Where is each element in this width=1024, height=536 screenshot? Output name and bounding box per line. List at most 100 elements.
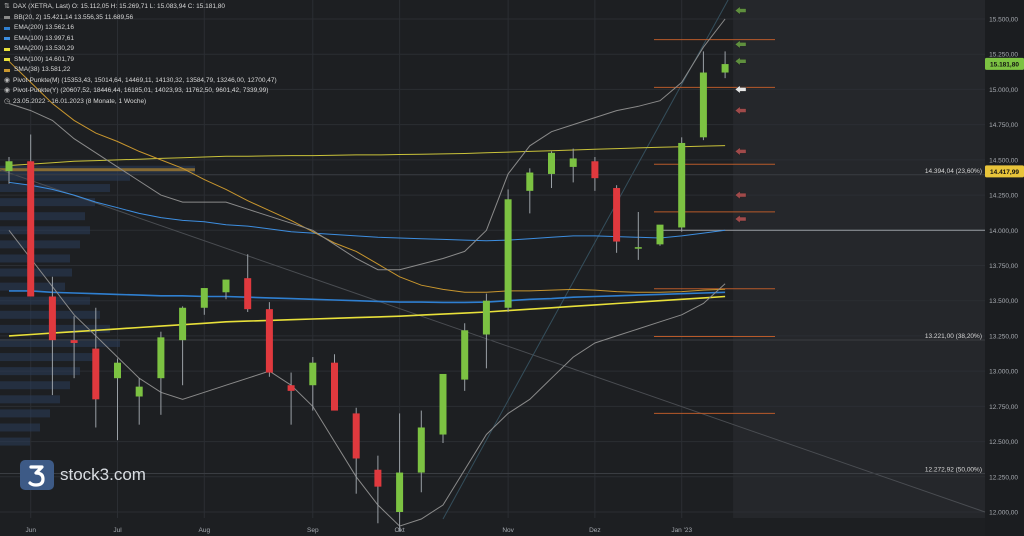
legend-ema100: EMA(100) 13.997,61 [4,34,281,45]
candle-body[interactable] [287,385,295,391]
candle-body[interactable] [634,247,642,249]
legend-pivot-m-label: Pivot-Punkte(M) (15353,43, 15014,64, 144… [13,76,277,84]
candle-body[interactable] [613,188,621,242]
x-tick-label: Dez [589,527,601,534]
volume-profile-bar [0,437,30,446]
legend-sma100-label: SMA(100) 14.601,79 [14,55,74,63]
x-tick-label: Jan '23 [671,527,692,534]
series-ema-100 [8,181,726,242]
signal-arrow-icon [734,146,747,156]
candle-body[interactable] [548,152,555,174]
candle-body[interactable] [504,199,512,308]
candle-body[interactable] [678,142,686,228]
candle-body[interactable] [591,161,599,179]
volume-profile-bar [0,367,80,376]
candle-body[interactable] [417,427,425,473]
candle-body[interactable] [656,224,664,245]
ema100-swatch [4,37,10,41]
candle-body[interactable] [265,309,273,373]
price-axis-background [985,0,1024,536]
candle-body[interactable] [526,172,534,191]
sma38-swatch [4,68,10,72]
y-tick-label: 14.500,00 [989,157,1018,164]
fib-level-label: 13.221,00 (38,20%) [925,333,982,340]
clock-icon: ◷ [4,97,11,105]
volume-profile-bar [0,409,50,418]
legend-pivot-m: ◉ Pivot-Punkte(M) (15353,43, 15014,64, 14… [4,76,281,87]
legend-sma38-label: SMA(38) 13.581,22 [14,66,71,73]
candle-body[interactable] [135,386,143,397]
legend-ema200: EMA(200) 13.562,16 [4,23,281,34]
y-tick-label: 12.500,00 [989,439,1018,446]
fib-level-label: 14.394,04 (23,60%) [925,168,982,175]
volume-profile-bar [0,395,60,404]
y-tick-label: 12.750,00 [989,404,1018,411]
legend-range-label: 23.05.2022 - 16.01.2023 (8 Monate, 1 Woc… [13,97,147,105]
y-tick-label: 12.000,00 [989,510,1018,517]
candle-body[interactable] [374,469,382,487]
legend-sma100: SMA(100) 14.601,79 [4,55,281,66]
series-sma-38 [8,60,726,293]
candle-body[interactable] [721,64,729,73]
volume-profile-bar [0,198,95,207]
candle-body[interactable] [200,288,208,308]
candle-body[interactable] [70,340,78,343]
signal-arrow-icon [734,106,747,116]
volume-profile-bar [0,268,72,277]
y-tick-label: 12.250,00 [989,474,1018,481]
ema200-swatch [4,26,10,30]
candle-body[interactable] [5,161,13,172]
candle-body[interactable] [92,348,100,400]
pivot-icon: ◉ [4,87,11,94]
candle-body[interactable] [27,161,35,297]
legend-bb: BB(20, 2) 15.421,14 13.556,35 11.689,56 [4,13,281,24]
candle-body[interactable] [331,362,338,411]
candle-body[interactable] [179,307,187,341]
candle-body[interactable] [48,296,56,341]
candle-body[interactable] [699,72,707,138]
volume-profile-bar [0,296,90,305]
x-tick-label: Aug [199,527,211,534]
x-tick-label: Nov [502,527,514,534]
volume-poc-bar [0,168,195,172]
candle-body[interactable] [114,362,121,379]
signal-arrow-icon [734,190,747,200]
current-price-label: 15.181,80 [990,61,1019,68]
volume-profile-bar [0,172,130,181]
y-tick-label: 14.000,00 [989,228,1018,235]
volume-profile-bar [0,226,90,235]
legend-main: ⇅ DAX (XETRA, Last) O: 15.112,05 H: 15.26… [4,2,281,13]
candle-body[interactable] [439,373,447,435]
candle-body[interactable] [309,362,317,386]
bb-swatch [4,16,10,20]
candle-body[interactable] [157,337,165,379]
sma100-price-label: 14.417,99 [990,169,1019,176]
legend-bb-label: BB(20, 2) 15.421,14 13.556,35 11.689,56 [14,13,134,21]
legend-main-label: DAX (XETRA, Last) O: 15.112,05 H: 15.269… [13,3,225,10]
candle-body[interactable] [396,472,404,512]
volume-profile-bar [0,212,85,221]
signal-arrow-icon [734,84,747,94]
x-tick-label: Jul [113,527,122,534]
stock3-logo-icon [20,460,54,490]
signal-arrow-icon [734,56,747,66]
candle-body[interactable] [569,158,577,167]
legend-ema100-label: EMA(100) 13.997,61 [14,34,74,42]
candle-body[interactable] [244,278,252,310]
trend-line [0,169,986,513]
volume-profile-bar [0,423,40,432]
candle-body[interactable] [222,279,230,293]
volume-profile-bar [0,338,120,347]
legend-sma200: SMA(200) 13.530,29 [4,44,281,55]
y-tick-label: 15.000,00 [989,87,1018,94]
current-price-label-bg [985,57,1024,70]
candle-body[interactable] [352,413,360,459]
x-tick-label: Jun [25,527,36,534]
series-sma-200 [8,295,726,337]
candle-body[interactable] [461,330,469,380]
trend-line [442,0,729,520]
future-area [733,0,985,518]
candle-body[interactable] [482,300,490,335]
stock3-watermark: stock3.com [20,460,146,490]
